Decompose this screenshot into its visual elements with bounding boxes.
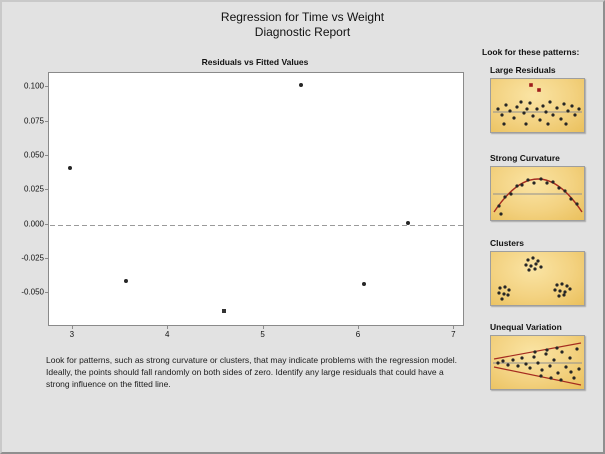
data-point <box>124 279 129 284</box>
pattern-label-strong-curvature: Strong Curvature <box>490 153 560 163</box>
pattern-label-clusters: Clusters <box>490 238 525 248</box>
x-axis-tick-label: 4 <box>165 330 170 339</box>
x-axis-tick-mark <box>71 326 73 329</box>
y-axis-tick-label: 0.025 <box>23 184 44 194</box>
zero-reference-line <box>50 224 464 226</box>
plot-title: Residuals vs Fitted Values <box>201 57 309 67</box>
y-axis-tick-mark <box>45 223 48 225</box>
data-point <box>67 166 72 171</box>
x-axis-tick-label: 7 <box>451 330 456 339</box>
report-title: Regression for Time vs Weight <box>220 10 385 24</box>
x-axis-tick-label: 3 <box>69 330 75 339</box>
data-point-square <box>221 309 226 314</box>
pattern-label-unequal-variation: Unequal Variation <box>490 322 562 332</box>
y-axis-tick-label: 0.050 <box>23 150 44 160</box>
x-axis-tick-mark <box>167 326 169 329</box>
y-axis-tick-label: -0.050 <box>21 287 44 297</box>
pattern-label-large-residuals: Large Residuals <box>490 65 556 75</box>
x-axis-tick-label: 6 <box>355 330 361 339</box>
data-point <box>298 82 303 87</box>
y-axis-tick-mark <box>45 155 48 157</box>
x-axis-tick-mark <box>262 326 264 329</box>
y-axis-tick-mark <box>45 86 48 88</box>
report-subtitle: Diagnostic Report <box>254 25 351 39</box>
y-axis-tick-label: 0.100 <box>23 81 44 91</box>
pattern-graphic-strong-curvature <box>493 177 583 216</box>
y-axis-tick-label: 0.000 <box>23 219 44 229</box>
x-axis-tick-label: 5 <box>260 330 265 339</box>
y-axis-tick-label: -0.025 <box>21 253 44 263</box>
caption-text: Look for patterns, such as strong curvat… <box>46 355 458 389</box>
pattern-graphic-large-residuals <box>493 83 582 126</box>
y-axis-tick-mark <box>45 120 48 122</box>
pattern-thumbnail-strong-curvature <box>490 166 585 221</box>
residuals-vs-fitted-plot <box>48 72 464 326</box>
pattern-thumbnail-unequal-variation <box>490 335 585 390</box>
y-axis-tick-label: 0.075 <box>23 116 44 126</box>
pattern-thumbnail-clusters <box>490 251 585 306</box>
pattern-graphic-clusters <box>497 256 572 301</box>
pattern-graphic-unequal-variation <box>493 342 582 386</box>
data-point <box>361 281 366 286</box>
y-axis-tick-mark <box>45 189 48 191</box>
y-axis-tick-mark <box>45 258 48 260</box>
data-point <box>405 221 410 226</box>
x-axis-tick-mark <box>358 326 360 329</box>
y-axis-tick-mark <box>45 292 48 294</box>
pattern-thumbnail-large-residuals <box>490 78 585 133</box>
patterns-heading: Look for these patterns: <box>482 47 580 57</box>
x-axis-tick-mark <box>453 326 455 329</box>
